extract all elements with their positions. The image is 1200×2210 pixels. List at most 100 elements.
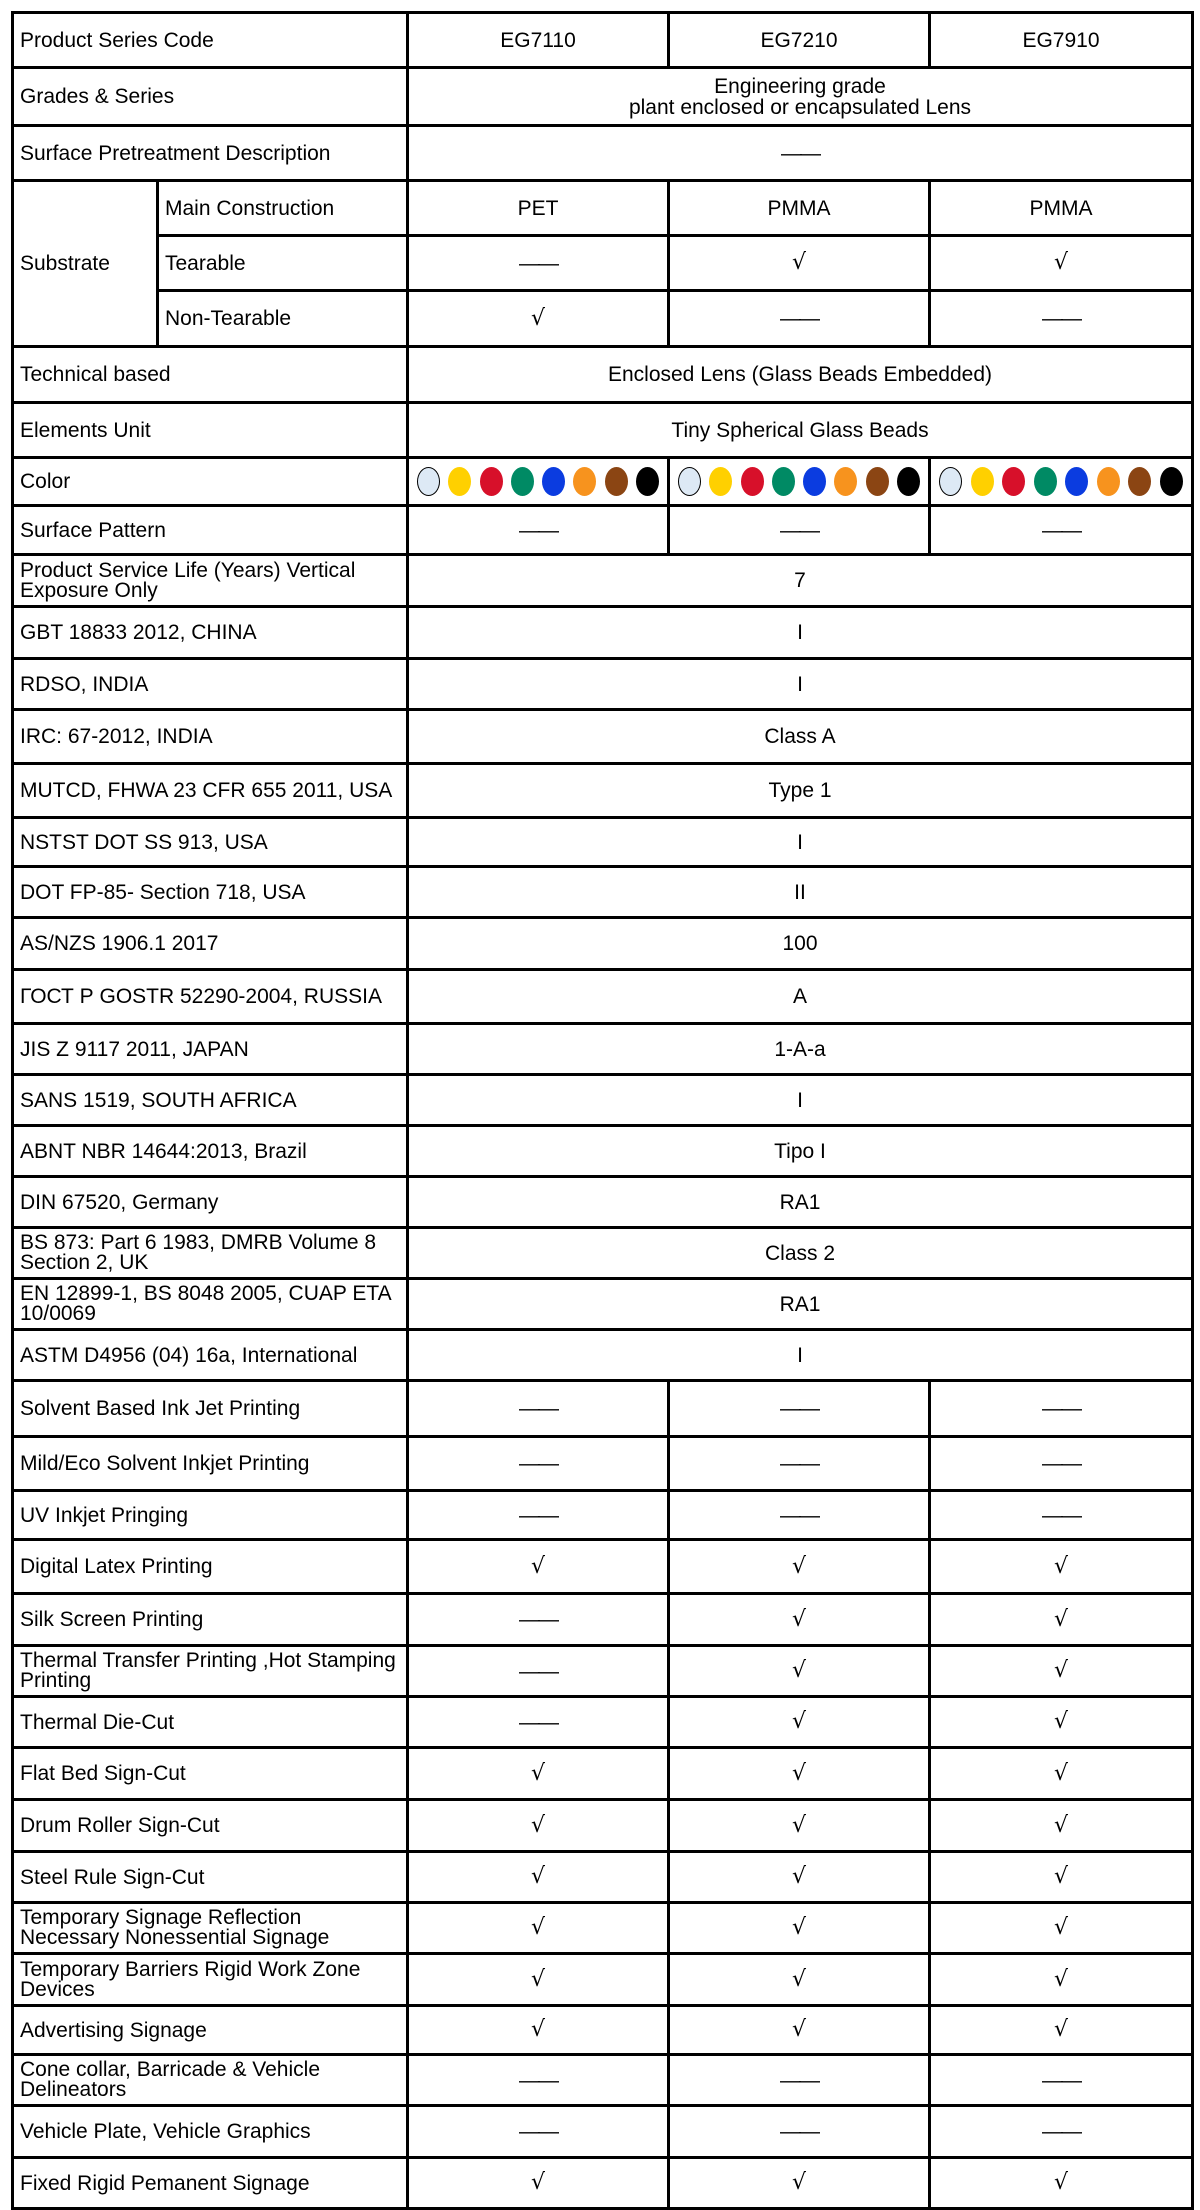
substrate-row: Non-Tearable √ —— —— bbox=[13, 289, 1194, 348]
standard-row: GBT 18833 2012, CHINA I bbox=[11, 605, 1194, 660]
cell-value: PET bbox=[517, 196, 559, 220]
check-mark-icon: √ bbox=[530, 1966, 546, 1992]
value-cell: √ bbox=[928, 1538, 1194, 1595]
standard-value: Class A bbox=[406, 708, 1194, 765]
value-cell: √ bbox=[928, 1746, 1194, 1801]
value-cell: √ bbox=[406, 1746, 670, 1801]
standard-row: BS 873: Part 6 1983, DMRB Volume 8 Secti… bbox=[11, 1226, 1194, 1280]
value-cell: √ bbox=[406, 2004, 670, 2056]
application-row: Thermal Die-Cut —— √ √ bbox=[11, 1695, 1194, 1749]
pretreatment-row: Surface Pretreatment Description —— bbox=[11, 124, 1194, 182]
substrate-row: Tearable —— √ √ bbox=[13, 234, 1194, 292]
color-swatch bbox=[604, 467, 628, 496]
row-label: ABNT NBR 14644:2013, Brazil bbox=[11, 1124, 409, 1178]
dash-mark: —— bbox=[519, 251, 559, 275]
value-cell: —— bbox=[667, 504, 931, 556]
standard-row: ASTM D4956 (04) 16a, International I bbox=[11, 1328, 1194, 1382]
row-label: Non-Tearable bbox=[156, 289, 409, 348]
row-label: NSTST DOT SS 913, USA bbox=[11, 816, 409, 868]
grades-line: plant enclosed or encapsulated Lens bbox=[628, 95, 972, 119]
dash-mark: —— bbox=[406, 124, 1194, 182]
check-mark-icon: √ bbox=[1053, 2170, 1069, 2195]
row-label: Mild/Eco Solvent Inkjet Printing bbox=[11, 1435, 409, 1492]
row-label: AS/NZS 1906.1 2017 bbox=[11, 916, 409, 971]
row-label: Surface Pattern bbox=[11, 504, 409, 556]
standard-value: Type 1 bbox=[406, 762, 1194, 819]
standard-row: RDSO, INDIA I bbox=[11, 657, 1194, 711]
standard-row: ГОСТ Р GOSTR 52290-2004, RUSSIA A bbox=[11, 968, 1194, 1025]
check-mark-icon: √ bbox=[1053, 1864, 1069, 1889]
value-cell: √ bbox=[928, 1901, 1194, 1955]
dash-mark: —— bbox=[519, 2068, 559, 2092]
dash-mark: —— bbox=[1042, 307, 1082, 330]
row-label: Surface Pretreatment Description bbox=[11, 124, 409, 182]
check-mark-icon: √ bbox=[530, 305, 546, 331]
color-swatch bbox=[939, 467, 963, 496]
check-mark-icon: √ bbox=[791, 1915, 807, 1940]
row-label: Solvent Based Ink Jet Printing bbox=[11, 1379, 409, 1438]
check-mark-icon: √ bbox=[1053, 1606, 1069, 1632]
standard-value: 7 bbox=[406, 553, 1194, 608]
row-label: GBT 18833 2012, CHINA bbox=[11, 605, 409, 660]
row-label: Steel Rule Sign-Cut bbox=[11, 1850, 409, 1904]
dash-mark: —— bbox=[1042, 1452, 1082, 1475]
check-mark-icon: √ bbox=[791, 1553, 807, 1579]
value-cell: √ bbox=[667, 234, 931, 292]
color-swatch bbox=[865, 467, 889, 496]
dash-mark: —— bbox=[780, 1397, 820, 1420]
row-label: Temporary Signage Reflection Necessary N… bbox=[11, 1901, 409, 1955]
check-mark-icon: √ bbox=[530, 1553, 546, 1579]
color-swatch bbox=[542, 467, 566, 496]
cell-value: PMMA bbox=[767, 196, 831, 220]
color-swatch bbox=[740, 467, 764, 496]
standard-value: Class 2 bbox=[406, 1226, 1194, 1280]
check-mark-icon: √ bbox=[530, 1915, 546, 1940]
header-row: Product Series Code EG7110 EG7210 EG7910 bbox=[11, 11, 1194, 69]
dash-mark: —— bbox=[780, 1452, 820, 1475]
application-row: Advertising Signage √ √ √ bbox=[11, 2004, 1194, 2056]
check-mark-icon: √ bbox=[791, 1864, 807, 1889]
value-cell: —— bbox=[406, 1592, 670, 1647]
color-swatch bbox=[678, 467, 702, 496]
value-cell: —— bbox=[928, 289, 1194, 348]
application-row: Flat Bed Sign-Cut √ √ √ bbox=[11, 1746, 1194, 1801]
row-label: Fixed Rigid Pemanent Signage bbox=[11, 2156, 409, 2210]
color-swatch bbox=[1065, 467, 1089, 496]
check-mark-icon: √ bbox=[791, 1812, 807, 1838]
product-code: EG7110 bbox=[406, 11, 670, 69]
value-cell: —— bbox=[667, 2104, 931, 2159]
color-swatch bbox=[448, 467, 472, 496]
check-mark-icon: √ bbox=[791, 1709, 807, 1734]
value-cell: —— bbox=[406, 504, 670, 556]
value-cell: —— bbox=[406, 1695, 670, 1749]
color-swatch bbox=[573, 467, 597, 496]
value-cell: —— bbox=[406, 1489, 670, 1541]
value-cell: —— bbox=[928, 1435, 1194, 1492]
grades-row: Grades & Series Engineering grade plant en… bbox=[11, 66, 1194, 127]
application-row: Digital Latex Printing √ √ √ bbox=[11, 1538, 1194, 1595]
color-swatch bbox=[510, 467, 534, 496]
color-swatch bbox=[1096, 467, 1120, 496]
value-cell: —— bbox=[406, 234, 670, 292]
value-cell: —— bbox=[406, 2104, 670, 2159]
check-mark-icon: √ bbox=[1053, 1966, 1069, 1992]
value-cell: —— bbox=[928, 504, 1194, 556]
value-cell: —— bbox=[667, 2053, 931, 2107]
application-row: Thermal Transfer Printing ,Hot Stamping … bbox=[11, 1644, 1194, 1698]
color-swatch bbox=[709, 467, 733, 496]
standard-value: RA1 bbox=[406, 1277, 1194, 1331]
color-swatch bbox=[771, 467, 795, 496]
row-label: Product Service Life (Years) Vertical Ex… bbox=[11, 553, 409, 608]
color-swatch bbox=[1002, 467, 1026, 496]
dash-mark: —— bbox=[780, 1503, 820, 1527]
row-label: EN 12899-1, BS 8048 2005, CUAP ETA 10/00… bbox=[11, 1277, 409, 1331]
standard-value: I bbox=[406, 657, 1194, 711]
technical-row: Technical based Enclosed Lens (Glass Bead… bbox=[11, 345, 1194, 404]
dash-mark: —— bbox=[519, 518, 559, 542]
application-row: Drum Roller Sign-Cut √ √ √ bbox=[11, 1798, 1194, 1853]
color-swatch-cell bbox=[667, 456, 931, 507]
row-label: Digital Latex Printing bbox=[11, 1538, 409, 1595]
row-label: UV Inkjet Pringing bbox=[11, 1489, 409, 1541]
color-swatch bbox=[1159, 467, 1183, 496]
application-row: Fixed Rigid Pemanent Signage √ √ √ bbox=[11, 2156, 1194, 2210]
